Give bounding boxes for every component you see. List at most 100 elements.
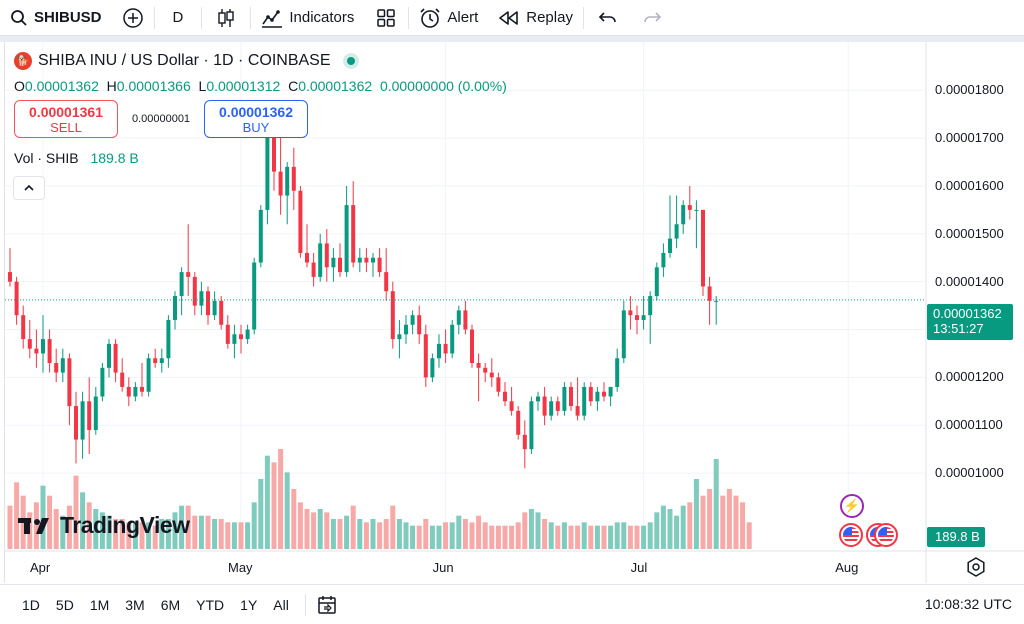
us-flag-icon[interactable] xyxy=(874,523,898,547)
alert-button[interactable]: Alert xyxy=(409,0,488,36)
candle-body[interactable] xyxy=(41,339,45,354)
candle-body[interactable] xyxy=(153,358,158,364)
candle-body[interactable] xyxy=(113,343,118,373)
candle-body[interactable] xyxy=(417,315,422,335)
candle-body[interactable] xyxy=(133,386,138,397)
candle-body[interactable] xyxy=(674,224,679,239)
candle-body[interactable] xyxy=(351,205,356,263)
candle-body[interactable] xyxy=(265,133,270,210)
candle-body[interactable] xyxy=(423,334,428,378)
redo-button[interactable] xyxy=(632,0,672,36)
candle-body[interactable] xyxy=(298,190,303,253)
candle-body[interactable] xyxy=(628,310,633,316)
interval-button[interactable]: D xyxy=(155,0,202,36)
candle-body[interactable] xyxy=(714,300,719,302)
candle-body[interactable] xyxy=(489,372,494,378)
candle-body[interactable] xyxy=(549,401,554,416)
candle-body[interactable] xyxy=(272,133,276,172)
indicators-button[interactable]: Indicators xyxy=(251,0,364,36)
candle-body[interactable] xyxy=(496,377,501,392)
candle-body[interactable] xyxy=(21,315,26,340)
candle-body[interactable] xyxy=(371,257,375,263)
candle-body[interactable] xyxy=(476,363,481,368)
candle-body[interactable] xyxy=(483,367,488,373)
replay-button[interactable]: Replay xyxy=(488,0,583,36)
candle-body[interactable] xyxy=(648,296,653,316)
candle-body[interactable] xyxy=(219,300,224,325)
calendar-range-icon[interactable] xyxy=(316,594,338,616)
candle-body[interactable] xyxy=(126,386,131,397)
candle-body[interactable] xyxy=(522,434,527,450)
candle-body[interactable] xyxy=(608,386,613,397)
candle-body[interactable] xyxy=(258,209,263,263)
candle-body[interactable] xyxy=(206,291,210,316)
candle-body[interactable] xyxy=(582,386,587,416)
candle-body[interactable] xyxy=(305,252,309,263)
candle-body[interactable] xyxy=(602,391,606,397)
candle-body[interactable] xyxy=(47,339,52,364)
candle-body[interactable] xyxy=(357,257,362,263)
candle-body[interactable] xyxy=(74,406,78,440)
candle-body[interactable] xyxy=(377,257,382,273)
undo-button[interactable] xyxy=(584,0,632,36)
candle-body[interactable] xyxy=(120,372,125,387)
range-all[interactable]: All xyxy=(273,596,289,613)
candle-body[interactable] xyxy=(569,386,573,407)
candle-body[interactable] xyxy=(437,343,441,359)
candle-body[interactable] xyxy=(681,205,686,225)
candle-body[interactable] xyxy=(536,396,540,402)
candle-body[interactable] xyxy=(199,291,204,306)
candle-body[interactable] xyxy=(668,238,672,253)
candle-body[interactable] xyxy=(27,339,32,349)
candle-body[interactable] xyxy=(245,329,250,340)
candle-body[interactable] xyxy=(87,401,92,431)
candle-body[interactable] xyxy=(14,281,19,316)
candle-body[interactable] xyxy=(542,396,547,416)
candle-body[interactable] xyxy=(404,324,408,335)
candle-body[interactable] xyxy=(430,358,435,378)
gear-icon[interactable] xyxy=(966,557,986,577)
candle-body[interactable] xyxy=(291,166,296,191)
range-ytd[interactable]: YTD xyxy=(196,596,225,613)
range-1d[interactable]: 1D xyxy=(22,596,40,613)
utc-clock[interactable]: 10:08:32 UTC xyxy=(924,596,1012,612)
sell-button[interactable]: 0.00001361 SELL xyxy=(14,100,118,138)
candle-body[interactable] xyxy=(450,324,455,354)
candle-body[interactable] xyxy=(67,358,72,407)
candle-body[interactable] xyxy=(443,343,448,354)
candle-body[interactable] xyxy=(562,386,567,411)
range-5d[interactable]: 5D xyxy=(55,596,74,613)
candle-body[interactable] xyxy=(318,243,323,277)
candle-body[interactable] xyxy=(384,272,389,292)
candle-body[interactable] xyxy=(212,300,217,316)
candle-body[interactable] xyxy=(503,391,507,402)
candle-body[interactable] xyxy=(324,243,329,268)
candle-body[interactable] xyxy=(239,334,243,340)
candle-body[interactable] xyxy=(311,262,316,277)
candle-body[interactable] xyxy=(701,209,705,287)
candle-body[interactable] xyxy=(575,406,580,416)
candle-body[interactable] xyxy=(338,257,342,273)
collapse-legend-button[interactable] xyxy=(13,176,45,200)
legend-title[interactable]: SHIBA INU / US Dollar · 1D · COINBASE xyxy=(38,52,331,69)
candle-body[interactable] xyxy=(661,252,666,268)
candle-body[interactable] xyxy=(364,257,369,263)
volume-legend-label[interactable]: Vol · SHIB xyxy=(14,150,79,166)
candle-body[interactable] xyxy=(107,343,111,368)
candle-body[interactable] xyxy=(410,315,415,325)
candle-body[interactable] xyxy=(232,334,237,344)
candle-body[interactable] xyxy=(100,367,105,397)
candle-body[interactable] xyxy=(140,386,144,392)
candle-body[interactable] xyxy=(344,205,349,273)
templates-button[interactable] xyxy=(364,0,408,36)
candle-body[interactable] xyxy=(641,315,646,320)
candle-body[interactable] xyxy=(54,363,59,373)
candle-body[interactable] xyxy=(621,310,626,359)
candle-body[interactable] xyxy=(192,276,197,306)
range-6m[interactable]: 6M xyxy=(160,596,181,613)
candle-body[interactable] xyxy=(285,166,290,196)
compare-button[interactable] xyxy=(112,0,154,36)
candle-body[interactable] xyxy=(615,358,620,387)
candle-body[interactable] xyxy=(252,262,257,330)
us-flag-icon[interactable] xyxy=(839,523,863,547)
